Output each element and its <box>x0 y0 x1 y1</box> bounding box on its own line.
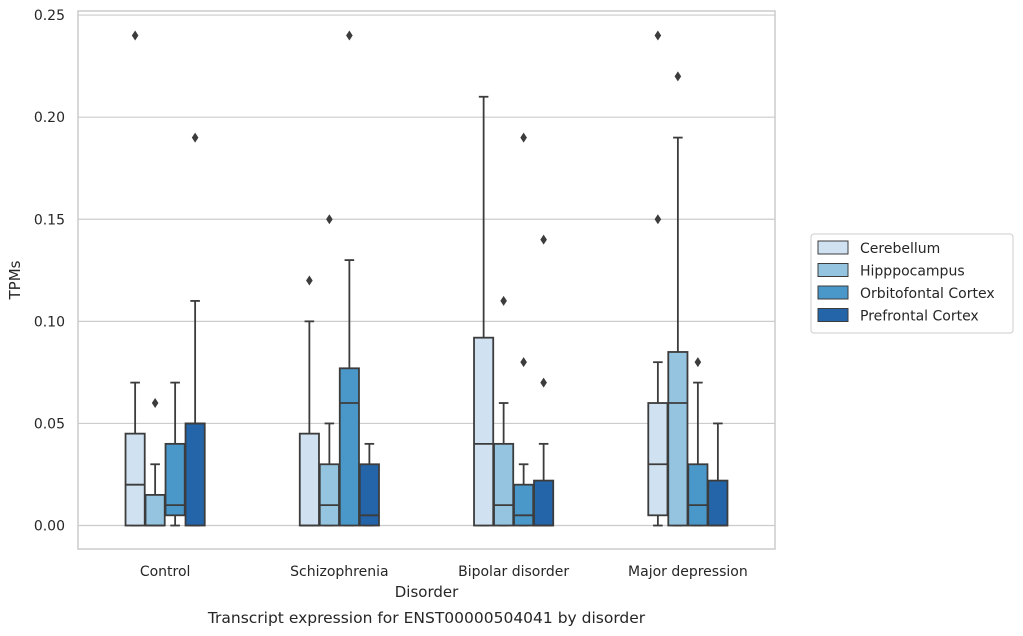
box <box>667 351 689 527</box>
box <box>647 402 669 517</box>
box-control-orbitofontal-cortex <box>164 381 186 527</box>
box <box>687 463 709 527</box>
box <box>124 432 146 527</box>
box <box>707 479 729 527</box>
legend-swatch <box>817 285 849 300</box>
box <box>338 367 360 527</box>
box-bipolar-disorder-hipppocampus <box>493 295 515 527</box>
box-bipolar-disorder-prefrontal-cortex <box>533 234 555 527</box>
y-tick-label: 0.10 <box>34 314 65 330</box>
box-major-depression-prefrontal-cortex <box>707 422 729 527</box>
outlier-point <box>151 398 159 409</box>
box <box>298 432 320 527</box>
outlier-point <box>326 214 333 225</box>
legend-swatch <box>817 240 849 255</box>
outlier-point <box>540 377 547 388</box>
box-bipolar-disorder-cerebellum <box>473 95 495 527</box>
legend: Cerebellum Hipppocampus Orbitofontal Corte… <box>810 233 1014 334</box>
box-plots <box>124 30 729 527</box>
outlier-point <box>520 132 527 143</box>
y-tick-label: 0.00 <box>34 519 65 535</box>
legend-label: Prefrontal Cortex <box>860 309 979 325</box>
box <box>144 493 166 527</box>
box-schizophrenia-orbitofontal-cortex <box>338 30 360 527</box>
box-bipolar-disorder-orbitofontal-cortex <box>513 132 535 527</box>
outlier-point <box>540 234 547 245</box>
box <box>473 336 495 527</box>
y-axis-label: TPMs <box>6 260 24 300</box>
box-major-depression-orbitofontal-cortex <box>687 357 709 527</box>
x-tick-labels: Control Schizophrenia Bipolar disorder Majo… <box>140 564 748 580</box>
legend-swatch <box>817 263 849 277</box>
outlier-point <box>306 275 313 286</box>
box <box>493 442 515 527</box>
legend-frame <box>810 233 1014 334</box>
y-tick-label: 0.05 <box>34 416 65 432</box>
box-schizophrenia-cerebellum <box>298 275 320 527</box>
y-tick-label: 0.25 <box>34 8 65 24</box>
box <box>513 483 535 527</box>
box-control-prefrontal-cortex <box>184 132 206 527</box>
outlier-point <box>654 30 662 41</box>
x-tick-label: Control <box>140 564 191 580</box>
plot-frame <box>77 10 776 550</box>
x-tick-label: Bipolar disorder <box>458 564 569 580</box>
box <box>184 422 206 527</box>
outlier-point <box>654 214 662 225</box>
box-control-hipppocampus <box>144 398 166 527</box>
x-tick-label: Major depression <box>628 564 748 580</box>
box <box>318 463 340 527</box>
legend-label: Orbitofontal Cortex <box>860 286 995 302</box>
outlier-point <box>674 71 682 82</box>
box <box>533 479 555 527</box>
box <box>358 463 380 527</box>
outlier-point <box>346 30 353 41</box>
box-schizophrenia-prefrontal-cortex <box>358 442 380 527</box>
x-axis-label: Disorder <box>395 583 459 601</box>
y-tick-label: 0.20 <box>34 110 65 126</box>
y-tick-labels: 0.00 0.05 0.10 0.15 0.20 0.25 <box>34 8 65 534</box>
outlier-point <box>131 30 139 41</box>
box-schizophrenia-hipppocampus <box>318 214 340 527</box>
chart-caption: Transcript expression for ENST0000050404… <box>207 609 646 627</box>
legend-swatch <box>817 308 849 322</box>
box-major-depression-hipppocampus <box>667 71 689 527</box>
x-tick-label: Schizophrenia <box>290 564 388 580</box>
outlier-point <box>500 295 507 306</box>
box-control-cerebellum <box>124 30 146 527</box>
legend-label: Cerebellum <box>860 241 940 257</box>
outlier-point <box>694 357 702 368</box>
box-major-depression-cerebellum <box>647 30 669 527</box>
legend-label: Hipppocampus <box>860 264 965 280</box>
y-tick-label: 0.15 <box>34 212 65 228</box>
outlier-point <box>520 357 527 368</box>
outlier-point <box>191 132 199 143</box>
